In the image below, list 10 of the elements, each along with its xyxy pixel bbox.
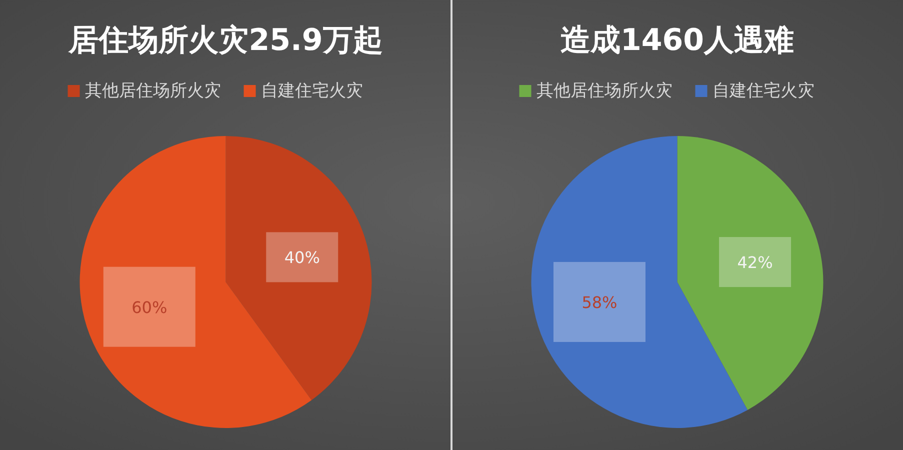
- legend-label: 其他居住场所火灾: [536, 81, 672, 101]
- chart-title: 居住场所火灾25.9万起: [68, 23, 383, 58]
- legend-label: 其他居住场所火灾: [84, 81, 221, 101]
- data-label: 42%: [737, 253, 773, 272]
- data-label: 40%: [284, 248, 320, 268]
- chart-title: 造成1460人遇难: [560, 23, 794, 58]
- legend-label: 自建住宅火灾: [260, 81, 363, 101]
- data-label: 58%: [582, 292, 618, 312]
- data-label: 60%: [132, 298, 168, 317]
- legend-label: 自建住宅火灾: [712, 81, 814, 101]
